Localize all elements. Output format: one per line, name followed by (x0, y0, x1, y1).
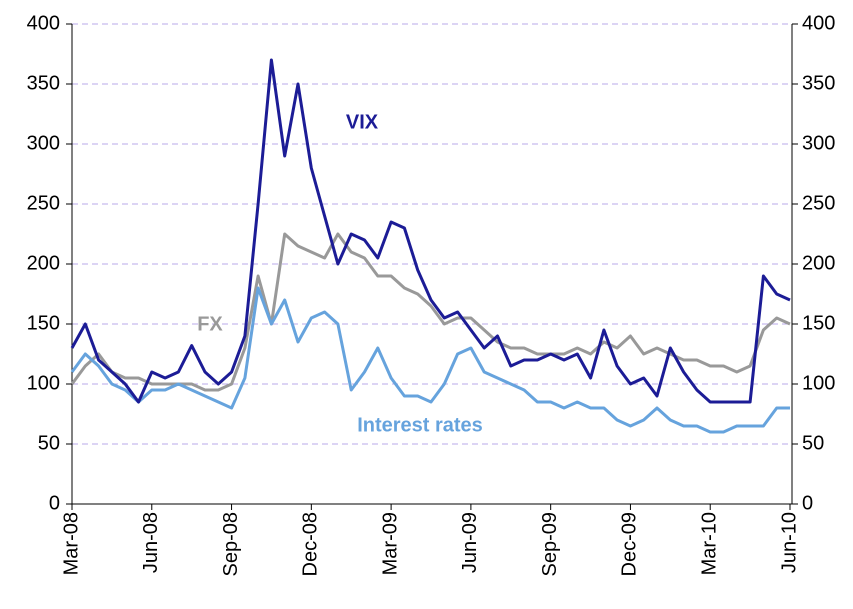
y2-tick-label: 100 (802, 372, 835, 394)
y2-tick-label: 400 (802, 12, 835, 34)
series-label: Interest rates (357, 414, 483, 436)
x-tick-label: Dec-09 (619, 512, 641, 576)
x-tick-label: Jun-10 (778, 512, 800, 573)
y-tick-label: 100 (27, 372, 60, 394)
y2-tick-label: 350 (802, 72, 835, 94)
y2-tick-label: 0 (802, 492, 813, 514)
y2-tick-label: 200 (802, 252, 835, 274)
y-tick-label: 150 (27, 312, 60, 334)
x-tick-label: Sep-08 (220, 512, 242, 577)
series-label: VIX (346, 111, 379, 133)
x-tick-label: Mar-09 (379, 512, 401, 575)
series-line (70, 232, 791, 392)
y2-tick-label: 250 (802, 192, 835, 214)
x-tick-label: Mar-10 (699, 512, 721, 575)
y2-tick-label: 150 (802, 312, 835, 334)
series-label: FX (197, 313, 223, 335)
x-tick-label: Mar-08 (60, 512, 82, 575)
x-tick-label: Sep-09 (539, 512, 561, 577)
series-line (70, 58, 791, 404)
y2-tick-label: 50 (802, 432, 824, 454)
series-line (70, 286, 790, 434)
y-tick-label: 300 (27, 132, 60, 154)
y-tick-label: 0 (49, 492, 60, 514)
y2-tick-label: 300 (802, 132, 835, 154)
y-tick-label: 350 (27, 72, 60, 94)
y-tick-label: 50 (38, 432, 60, 454)
y-tick-label: 200 (27, 252, 60, 274)
y-tick-label: 400 (27, 12, 60, 34)
x-tick-label: Jun-09 (459, 512, 481, 573)
x-tick-label: Dec-08 (300, 512, 322, 576)
y-tick-label: 250 (27, 192, 60, 214)
x-tick-label: Jun-08 (140, 512, 162, 573)
